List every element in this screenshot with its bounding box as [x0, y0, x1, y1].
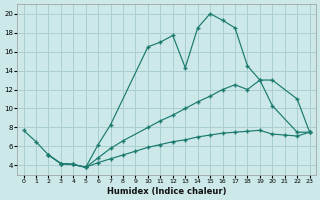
X-axis label: Humidex (Indice chaleur): Humidex (Indice chaleur): [107, 187, 226, 196]
